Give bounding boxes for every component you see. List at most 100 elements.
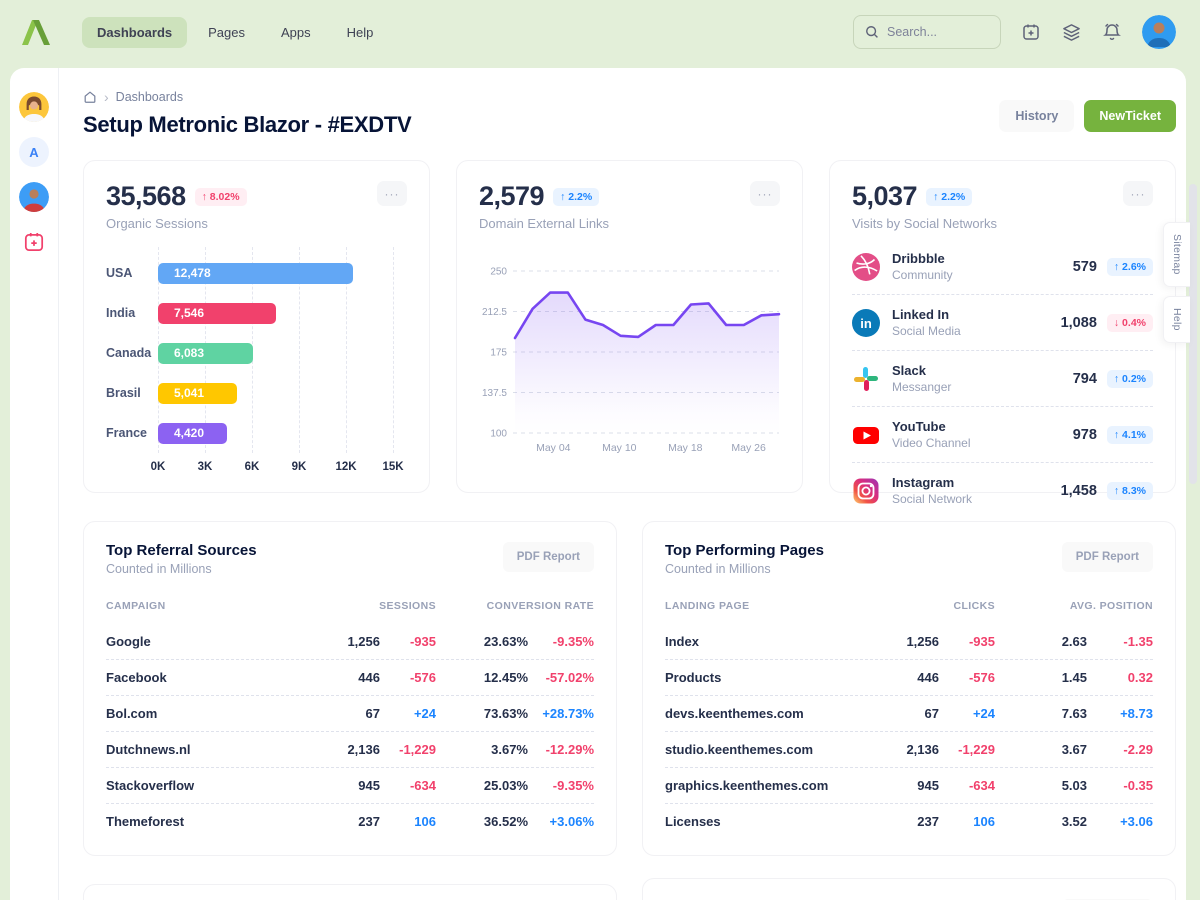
pdf-report-button[interactable]: PDF Report xyxy=(1061,542,1153,572)
cell-delta: -1,229 xyxy=(399,742,436,757)
nav-item-dashboards[interactable]: Dashboards xyxy=(82,16,188,48)
table-cell-col1: 237 106 xyxy=(877,814,995,829)
social-item-text: YouTube Video Channel xyxy=(892,419,971,450)
sidebar-user-avatar-1[interactable] xyxy=(19,92,49,122)
card-menu-button[interactable]: ··· xyxy=(1123,181,1153,206)
side-tab-sitemap[interactable]: Sitemap xyxy=(1163,222,1190,287)
author-sales-card: Author Sales xyxy=(83,884,617,900)
cell-value: 2,136 xyxy=(347,742,380,757)
notifications-bell-button[interactable] xyxy=(1102,22,1122,42)
top-nav: Dashboards Pages Apps Help xyxy=(82,16,389,48)
social-item-metrics: 579 ↑ 2.6% xyxy=(1073,257,1153,276)
metronic-logo[interactable] xyxy=(20,17,56,47)
social-visits-subtitle: Visits by Social Networks xyxy=(852,216,997,231)
table-column-header: CONVERSION RATE xyxy=(486,600,594,612)
cell-delta: -935 xyxy=(968,634,995,649)
social-item-text: Dribbble Community xyxy=(892,251,953,282)
layers-button[interactable] xyxy=(1061,22,1082,43)
social-item-metrics: 1,458 ↑ 8.3% xyxy=(1061,481,1153,500)
table-cell-col1: 67 +24 xyxy=(318,706,436,721)
calendar-add-button[interactable] xyxy=(1021,22,1041,42)
pdf-report-button[interactable]: PDF Report xyxy=(502,542,594,572)
social-item-name: Instagram xyxy=(892,475,955,490)
table-cell-col2: 23.63% -9.35% xyxy=(436,634,594,649)
breadcrumb-item[interactable]: Dashboards xyxy=(115,90,184,104)
youtube-icon xyxy=(852,421,880,449)
bar-row: France 4,420 xyxy=(106,413,407,453)
table-column-header: CAMPAIGN xyxy=(106,600,166,612)
cell-delta: -12.29% xyxy=(545,742,594,757)
bar-track: 5,041 xyxy=(158,382,393,404)
table-row: Licenses 237 106 3.52 +3.06 xyxy=(665,804,1153,839)
bar-value-label: 6,083 xyxy=(174,346,205,360)
home-icon[interactable] xyxy=(83,90,97,104)
table-cell-col2: 3.52 +3.06 xyxy=(995,814,1153,829)
user-avatar[interactable] xyxy=(1142,15,1176,49)
nav-item-apps[interactable]: Apps xyxy=(266,17,326,48)
social-item-name: YouTube xyxy=(892,419,946,434)
social-visits-delta-badge: ↑ 2.2% xyxy=(926,187,973,206)
table-row: Bol.com 67 +24 73.63% +28.73% xyxy=(106,696,594,732)
table-cell-col1: 67 +24 xyxy=(877,706,995,721)
cell-value: 36.52% xyxy=(483,814,528,829)
nav-item-help[interactable]: Help xyxy=(332,17,389,48)
table-cell-col1: 945 -634 xyxy=(877,778,995,793)
bar-row: Brasil 5,041 xyxy=(106,373,407,413)
side-tab-help[interactable]: Help xyxy=(1163,296,1190,343)
table-cell-col1: 2,136 -1,229 xyxy=(877,742,995,757)
x-axis-tick: 9K xyxy=(291,461,307,473)
table-row: Themeforest 237 106 36.52% +3.06% xyxy=(106,804,594,839)
search-icon xyxy=(865,25,879,39)
card-menu-button[interactable]: ··· xyxy=(750,181,780,206)
cell-delta: +24 xyxy=(972,706,995,721)
bar: 6,083 xyxy=(158,342,254,364)
table-row-name: Themeforest xyxy=(106,814,185,829)
scrollbar-thumb[interactable] xyxy=(1189,184,1197,484)
cell-value: 25.03% xyxy=(483,778,528,793)
new-ticket-button[interactable]: NewTicket xyxy=(1084,100,1176,132)
cell-delta: -2.29 xyxy=(1123,742,1153,757)
domain-links-subtitle: Domain External Links xyxy=(479,216,610,231)
cell-delta: +3.06 xyxy=(1120,814,1153,829)
cell-delta: -634 xyxy=(409,778,436,793)
table-cell-col1: 2,136 -1,229 xyxy=(318,742,436,757)
cell-delta: -9.35% xyxy=(552,778,594,793)
bar-row: India 7,546 xyxy=(106,293,407,333)
cell-delta: -1.35 xyxy=(1123,634,1153,649)
social-item-text: Slack Messanger xyxy=(892,363,951,394)
svg-text:212.5: 212.5 xyxy=(482,307,507,318)
social-item-value: 794 xyxy=(1072,370,1097,387)
nav-item-pages[interactable]: Pages xyxy=(193,17,260,48)
bar: 12,478 xyxy=(158,262,354,284)
breadcrumb[interactable]: › Dashboards xyxy=(83,90,411,104)
cell-delta: 106 xyxy=(414,814,436,829)
social-item-delta-badge: ↓ 0.4% xyxy=(1106,313,1153,332)
card-menu-button[interactable]: ··· xyxy=(377,181,407,206)
sidebar-user-avatar-2[interactable] xyxy=(19,182,49,212)
x-axis-tick: 0K xyxy=(150,461,166,473)
svg-text:May 18: May 18 xyxy=(668,442,703,454)
bar-chart-plot: USA 12,478 India 7,546 Canada 6,083 Brasil 5,04… xyxy=(106,247,407,453)
search-input[interactable] xyxy=(887,25,987,39)
bar-category-label: USA xyxy=(106,266,133,280)
table-row-name: devs.keenthemes.com xyxy=(665,706,804,721)
history-button[interactable]: History xyxy=(999,100,1075,132)
table-cell-col2: 25.03% -9.35% xyxy=(436,778,594,793)
organic-sessions-delta-badge: ↑ 8.02% xyxy=(194,187,247,206)
table-row: graphics.keenthemes.com 945 -634 5.03 -0.35 xyxy=(665,768,1153,804)
table-cell-col2: 73.63% +28.73% xyxy=(436,706,594,721)
bar-track: 12,478 xyxy=(158,262,393,284)
table-column-header: LANDING PAGE xyxy=(665,600,750,612)
social-item-desc: Video Channel xyxy=(892,436,971,450)
linkedin-icon: in xyxy=(852,308,880,337)
social-item-delta-badge: ↑ 2.6% xyxy=(1106,257,1153,276)
sidebar-item-letter[interactable]: A xyxy=(19,137,49,167)
search-box[interactable] xyxy=(853,15,1001,49)
cell-value: 1,256 xyxy=(347,634,380,649)
page-header: › Dashboards Setup Metronic Blazor - #EX… xyxy=(83,90,1176,138)
sidebar-calendar-plus-icon[interactable] xyxy=(19,227,49,257)
cell-value: 73.63% xyxy=(483,706,528,721)
table-cell-col2: 3.67 -2.29 xyxy=(995,742,1153,757)
cell-delta: -576 xyxy=(409,670,436,685)
stats-row: 35,568 ↑ 8.02% Organic Sessions ··· USA 1… xyxy=(83,160,1176,506)
